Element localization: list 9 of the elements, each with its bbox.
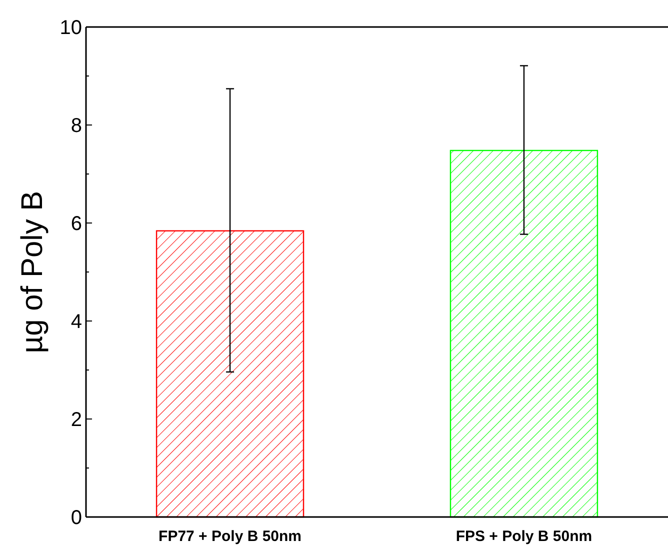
- y-tick-label: 6: [70, 213, 82, 235]
- y-tick-label: 10: [60, 17, 82, 39]
- y-tick-label: 8: [70, 115, 82, 137]
- y-tick-label: 2: [70, 409, 82, 431]
- y-tick-label: 4: [70, 311, 82, 333]
- y-axis-title: µg of Poly B: [16, 190, 49, 354]
- x-tick-label: FPS + Poly B 50nm: [456, 528, 592, 545]
- y-tick-label: 0: [70, 507, 82, 529]
- x-tick-label: FP77 + Poly B 50nm: [158, 528, 302, 545]
